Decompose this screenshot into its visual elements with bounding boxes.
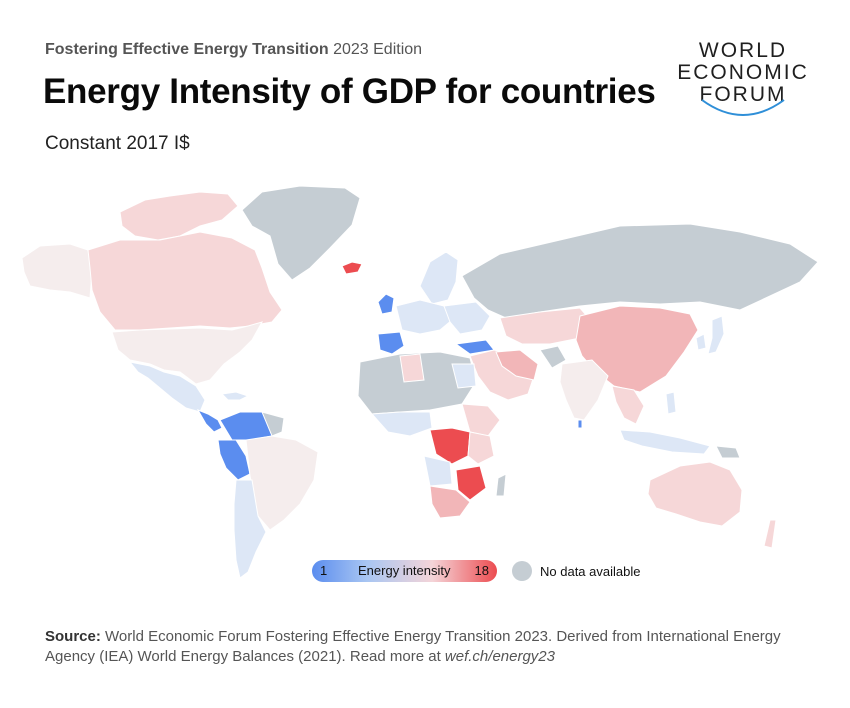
region-canada[interactable] [87,231,283,331]
region-iberia[interactable] [377,331,405,355]
region-china[interactable] [575,305,699,393]
region-southern-cone[interactable] [233,479,267,579]
region-east-africa[interactable] [467,431,495,465]
region-southeast-asia[interactable] [611,385,645,425]
region-japan[interactable] [707,315,725,355]
region-iran[interactable] [495,349,539,381]
region-central-america[interactable] [196,409,223,433]
region-sri-lanka[interactable] [577,419,583,429]
region-southern-africa[interactable] [429,485,471,519]
region-west-africa[interactable] [370,411,433,437]
region-greenland[interactable] [241,185,361,281]
source-note: Source: World Economic Forum Fostering E… [45,627,815,667]
source-label: Source: [45,628,101,645]
logo-line-economic: ECONOMIC [677,61,809,84]
region-australia[interactable] [647,461,743,527]
logo-arc-icon [701,99,785,116]
logo-line-forum: FORUM [699,83,787,106]
region-angola[interactable] [423,455,453,487]
region-korea[interactable] [695,333,707,351]
source-text: World Economic Forum Fostering Effective… [45,628,781,665]
region-alaska[interactable] [21,243,93,299]
region-uk-ireland[interactable] [377,293,395,315]
world-map [21,185,819,579]
region-afghanistan[interactable] [539,345,567,369]
map-legend: 1 Energy intensity 18 No data available [312,560,672,582]
report-name: Fostering Effective Energy Transition [45,41,329,58]
page-subtitle: Constant 2017 I$ [45,133,190,154]
region-canada-arctic-islands[interactable] [119,191,239,241]
region-western-europe[interactable] [395,299,453,335]
region-indonesia[interactable] [619,429,711,455]
region-egypt[interactable] [451,363,477,389]
legend-min-label: 1 [320,563,328,578]
region-new-zealand[interactable] [763,519,777,549]
region-peru-ecuador[interactable] [217,439,251,481]
region-philippines[interactable] [665,391,677,415]
page-title: Energy Intensity of GDP for countries [43,72,656,111]
report-eyebrow: Fostering Effective Energy Transition 20… [45,41,422,59]
region-iceland[interactable] [341,261,363,275]
region-north-africa-data[interactable] [399,353,425,383]
region-papua[interactable] [715,445,741,459]
region-guianas[interactable] [261,411,285,437]
no-data-swatch [512,561,532,581]
energy-intensity-gradient: 1 Energy intensity 18 [312,560,497,582]
legend-max-label: 18 [474,563,489,578]
region-horn-of-africa[interactable] [461,403,501,437]
report-edition: 2023 Edition [333,41,423,58]
logo-line-world: WORLD [698,39,788,62]
region-eastern-europe[interactable] [443,301,491,335]
region-russia[interactable] [461,223,819,319]
wef-logo: WORLD ECONOMIC FORUM [668,40,818,125]
region-madagascar[interactable] [495,473,507,497]
region-mozambique[interactable] [455,465,487,501]
legend-title: Energy intensity [358,563,451,578]
region-caribbean[interactable] [220,391,250,401]
region-scandinavia[interactable] [419,251,459,305]
region-india[interactable] [559,359,609,421]
region-usa[interactable] [111,321,264,385]
source-link[interactable]: wef.ch/energy23 [444,648,555,665]
no-data-label: No data available [540,564,641,579]
